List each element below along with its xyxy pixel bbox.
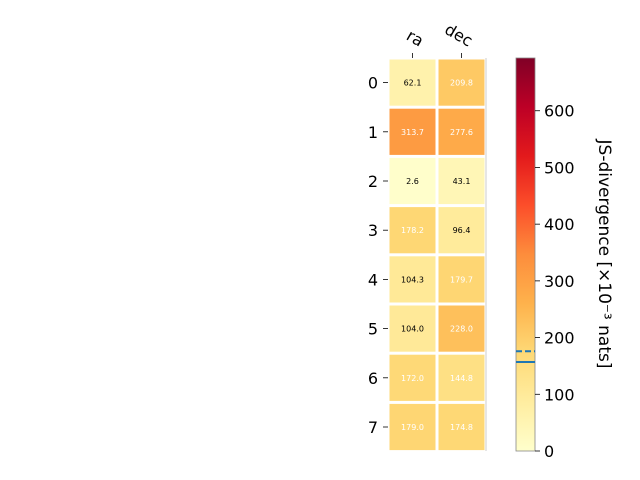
colorbar-tick-label: 600	[544, 102, 575, 121]
colorbar-tick-label: 500	[544, 158, 575, 177]
cell-value-label: 209.8	[450, 79, 473, 88]
heatmap-cell	[389, 207, 436, 254]
heatmap-cell	[389, 108, 436, 155]
cell-value-label: 179.7	[450, 275, 473, 284]
heatmap-cell	[438, 59, 485, 106]
row-tick-label: 5	[368, 320, 378, 339]
row-tick-labels: 0 1 2 3 4 5 6 7	[368, 74, 388, 437]
heatmap-cell	[438, 157, 485, 205]
colorbar-tick-label: 0	[544, 442, 554, 461]
cell-value-label: 313.7	[401, 128, 424, 137]
colorbar-ticks: 0 100 200 300 400 500 600	[535, 102, 575, 461]
cell-value-label: 62.1	[404, 79, 422, 88]
column-tick-labels: ra dec	[403, 20, 476, 58]
heatmap-cell	[438, 403, 485, 451]
colorbar-markers	[516, 350, 535, 363]
cell-value-label: 179.0	[401, 423, 424, 432]
colorbar-tick-label: 300	[544, 272, 575, 291]
heatmap-cell	[389, 354, 436, 401]
heatmap-cell	[389, 403, 436, 451]
heatmap-cell	[438, 305, 485, 352]
cell-value-label: 178.2	[401, 226, 424, 235]
cell-value-label: 96.4	[453, 226, 471, 235]
heatmap-cell	[389, 157, 436, 205]
colorbar-tick-label: 400	[544, 215, 575, 234]
heatmap-cell	[438, 207, 485, 254]
heatmap-cells: 62.1 209.8 313.7 277.6 2.6 43.1 178.2 96.4 104.3…	[389, 59, 485, 451]
column-tick-label: ra	[403, 26, 427, 51]
cell-value-label: 104.3	[401, 275, 424, 284]
heatmap-cell	[438, 354, 485, 401]
row-tick-label: 3	[368, 221, 378, 240]
row-tick-label: 0	[368, 74, 378, 93]
cell-value-label: 104.0	[401, 325, 424, 334]
cell-value-label: 2.6	[406, 177, 419, 186]
row-tick-label: 6	[368, 369, 378, 388]
colorbar-label: JS-divergence [×10⁻³ nats]	[594, 139, 614, 369]
heatmap-cell	[389, 59, 436, 106]
cell-value-label: 43.1	[453, 177, 471, 186]
colorbar-tick-label: 200	[544, 329, 575, 348]
cell-value-label: 277.6	[450, 128, 473, 137]
colorbar	[515, 57, 536, 452]
heatmap-cell	[389, 305, 436, 352]
cell-value-label: 172.0	[401, 374, 424, 383]
row-tick-label: 4	[368, 270, 378, 289]
heatmap-cell	[438, 108, 485, 155]
heatmap-cell	[438, 256, 485, 303]
row-tick-label: 1	[368, 123, 378, 142]
column-tick-label: dec	[442, 20, 476, 51]
cell-value-label: 174.8	[450, 423, 473, 432]
cell-value-label: 228.0	[450, 325, 473, 334]
row-tick-label: 2	[368, 172, 378, 191]
row-tick-label: 7	[368, 418, 378, 437]
colorbar-tick-label: 100	[544, 385, 575, 404]
heatmap-cell	[389, 256, 436, 303]
cell-value-label: 144.8	[450, 374, 473, 383]
